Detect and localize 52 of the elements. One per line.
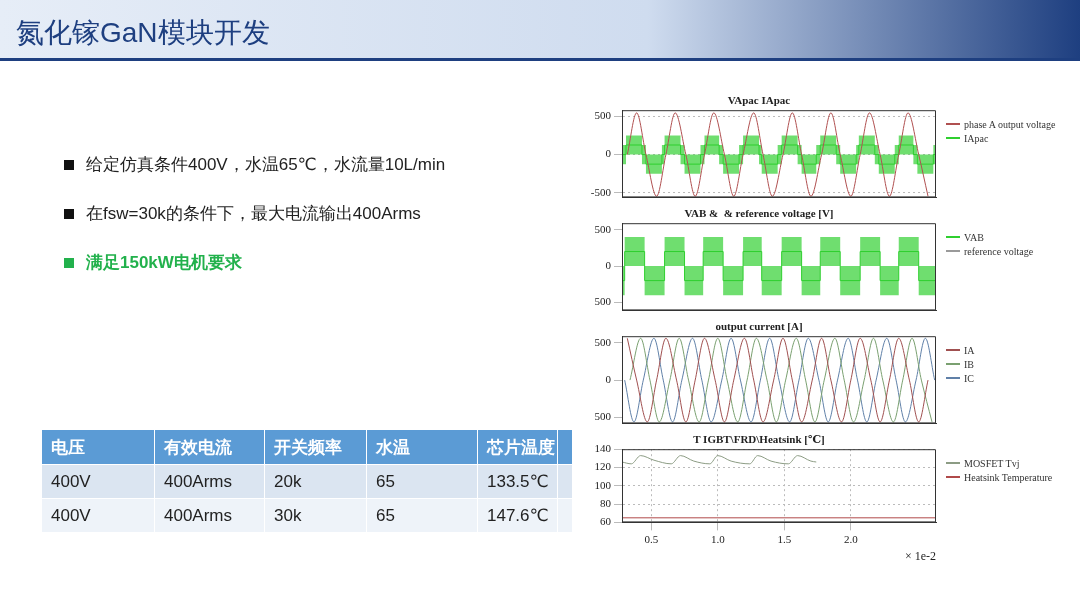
category-label: 有效电流	[155, 430, 265, 464]
y-tick-label: 500	[594, 295, 612, 308]
y-tick-label: 140	[594, 442, 612, 455]
y-tick-label: 80	[600, 496, 612, 509]
y-tick-label: 500	[594, 109, 612, 122]
text: 400V	[51, 505, 91, 525]
category-label: 电压	[42, 430, 155, 464]
category-label: 水温	[367, 430, 478, 464]
y-tick-label: 60	[600, 515, 612, 528]
text: 给定仿真条件400V，水温65℃，水流量10L/min	[86, 154, 446, 176]
legend-label: IApac	[964, 132, 989, 144]
text: 30k	[274, 505, 302, 525]
chart-title: T IGBT\FRD\Heatsink [℃]	[693, 433, 825, 446]
legend-label: MOSFET Tvj	[964, 457, 1020, 469]
y-tick-label: -500	[590, 185, 612, 198]
legend-label: reference voltage	[964, 245, 1034, 257]
legend-label: VAB	[964, 231, 984, 243]
y-tick-label: 0	[605, 372, 612, 385]
x-tick-label: 0.5	[644, 532, 659, 545]
x-tick-label: 1.0	[710, 532, 726, 545]
y-tick-label: 500	[594, 410, 612, 423]
text: 400V	[51, 471, 91, 491]
x-tick-label: 2.0	[843, 532, 859, 545]
legend-label: IC	[964, 372, 974, 384]
text: 氮化镓GaN模块开发	[16, 16, 270, 50]
legend-label: Heatsink Temperature	[964, 471, 1053, 483]
y-tick-label: 500	[594, 222, 612, 235]
text: 满足150kW电机要求	[86, 252, 242, 274]
legend-label: phase A output voltage	[964, 118, 1056, 130]
category-label: 芯片温度	[478, 430, 558, 464]
chart-title: VApac IApac	[727, 94, 791, 107]
text: 65	[376, 505, 395, 525]
legend-label: IA	[964, 344, 975, 356]
chart-title: VAB & & reference voltage [V]	[684, 207, 834, 220]
x-tick-label: 1.5	[777, 532, 792, 545]
text: 在fsw=30k的条件下，最大电流输出400Arms	[86, 203, 421, 225]
legend-label: IB	[964, 358, 974, 370]
y-tick-label: 100	[594, 478, 612, 491]
text: 400Arms	[164, 471, 233, 491]
text: 133.5℃	[487, 472, 549, 491]
text: 400Arms	[164, 505, 233, 525]
text: 65	[376, 471, 395, 491]
y-tick-label: 120	[594, 460, 612, 473]
y-tick-label: 0	[605, 258, 612, 271]
y-tick-label: 500	[594, 335, 612, 348]
chart-title: output current [A]	[715, 320, 803, 333]
y-tick-label: 0	[605, 147, 612, 160]
category-label: 开关频率	[265, 430, 367, 464]
line-series	[622, 455, 817, 465]
text: 147.6℃	[487, 506, 549, 525]
text: 20k	[274, 471, 302, 491]
x-axis-title: × 1e-2	[904, 548, 936, 563]
